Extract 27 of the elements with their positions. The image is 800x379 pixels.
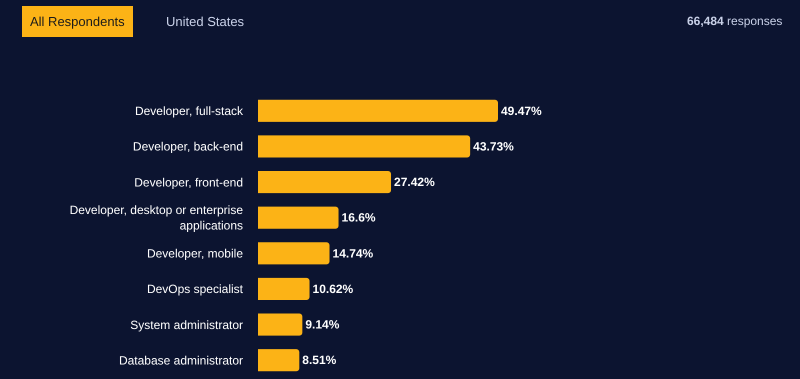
bar	[258, 206, 339, 229]
bar	[258, 171, 392, 194]
text: 66,484 responses	[687, 14, 782, 28]
data-label: 27.42%	[394, 175, 436, 190]
bar	[258, 100, 498, 122]
y-tick-label: Developer, mobile	[146, 246, 244, 261]
bar	[258, 314, 302, 336]
y-tick-label: Database administrator	[118, 353, 243, 368]
bar	[258, 242, 330, 264]
data-label: 9.14%	[305, 318, 340, 332]
data-label: 8.51%	[302, 353, 337, 368]
data-label: 43.73%	[473, 139, 514, 154]
y-tick-label: Developer, front-end	[134, 175, 243, 190]
bar	[258, 135, 470, 158]
y-tick-label: Developer, desktop or enterprise applications	[70, 203, 244, 233]
data-label: 10.62%	[312, 282, 354, 296]
data-label: 49.47%	[501, 104, 542, 118]
y-tick-label: Developer, full-stack	[134, 104, 244, 118]
text: All Respondents	[30, 14, 126, 29]
data-label: 14.74%	[332, 246, 374, 260]
data-label: 16.6%	[342, 210, 376, 225]
text: United States	[166, 14, 245, 29]
y-tick-label: System administrator	[130, 318, 243, 332]
y-tick-label: Developer, back-end	[132, 140, 243, 154]
bar	[258, 278, 310, 300]
bar	[258, 349, 300, 372]
y-tick-label: DevOps specialist	[146, 282, 244, 296]
